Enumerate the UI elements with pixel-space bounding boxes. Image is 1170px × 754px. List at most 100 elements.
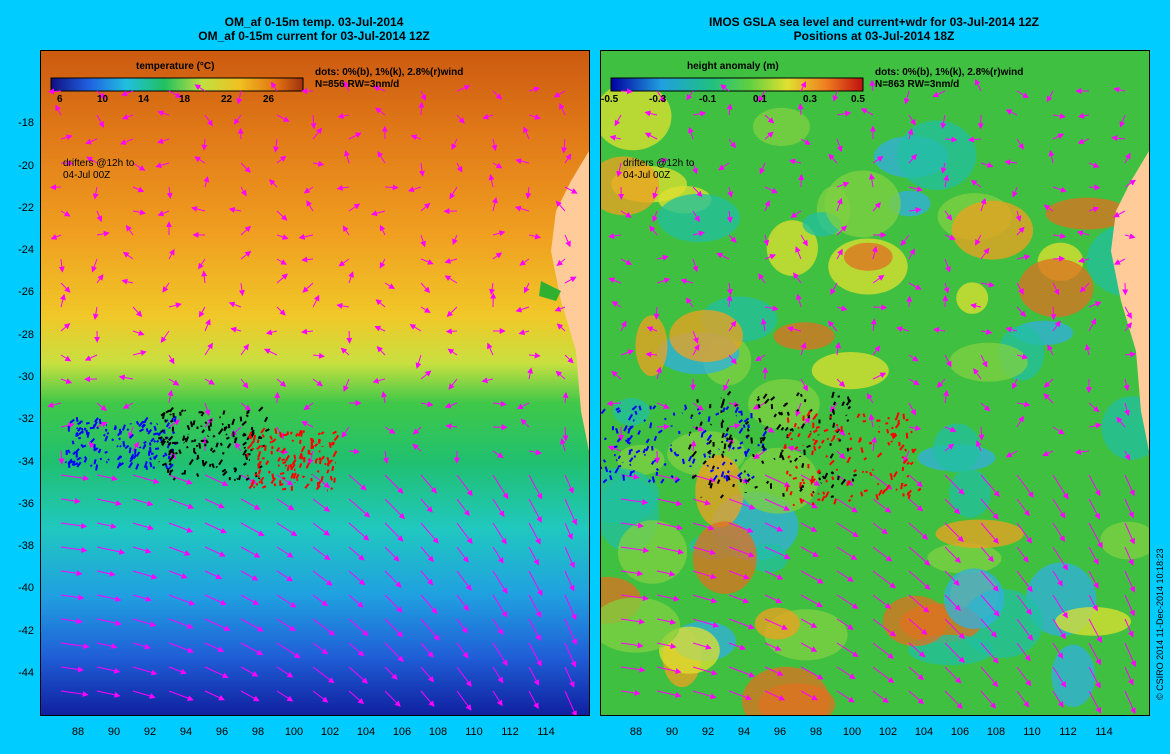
drifter-track <box>76 456 82 461</box>
current-arrow <box>132 666 158 676</box>
drifter-track <box>907 494 912 500</box>
drifter-track <box>790 437 793 441</box>
drifter-track <box>251 447 255 451</box>
current-arrow <box>96 114 105 128</box>
current-arrow <box>263 348 278 356</box>
drifter-track <box>860 491 864 497</box>
current-arrow <box>1052 255 1066 262</box>
drifter-track <box>817 445 822 450</box>
lon-label: 90 <box>107 726 121 738</box>
drifter-track <box>242 462 247 466</box>
drifter-track <box>164 464 169 470</box>
drifter-track <box>894 417 898 421</box>
drifter-track <box>761 445 766 450</box>
lat-label: -30 <box>18 371 34 383</box>
drifter-track <box>271 473 275 480</box>
sla-patch <box>601 156 660 216</box>
drifter-track <box>245 414 249 418</box>
drifter-track <box>222 410 226 415</box>
current-arrow <box>96 498 122 507</box>
drifter-track <box>899 444 905 451</box>
drifter-track <box>212 434 216 438</box>
current-arrow <box>790 210 802 218</box>
drifter-positions <box>64 406 340 492</box>
current-arrow <box>644 110 658 117</box>
current-arrow <box>96 421 108 428</box>
current-arrow <box>564 276 577 284</box>
current-arrow <box>383 450 389 464</box>
drifter-track <box>304 483 310 489</box>
current-arrow <box>449 186 458 200</box>
drifter-track <box>165 409 171 414</box>
current-arrow <box>553 90 566 98</box>
left-title-line2: OM_af 0-15m current for 03-Jul-2014 12Z <box>198 29 430 43</box>
current-arrow <box>1052 320 1061 332</box>
current-arrow <box>379 224 386 236</box>
current-arrow <box>312 127 323 140</box>
current-arrow <box>379 258 386 269</box>
current-arrow <box>240 250 252 260</box>
drifter-track <box>614 467 620 474</box>
current-arrow <box>1088 206 1100 213</box>
current-arrow <box>908 402 916 416</box>
current-arrow <box>829 402 838 413</box>
current-arrow <box>656 474 681 482</box>
current-arrow <box>872 345 881 356</box>
drifter-track <box>271 438 277 443</box>
current-arrow <box>121 278 134 285</box>
drifter-track <box>225 433 228 436</box>
drifter-track <box>910 430 913 434</box>
current-arrow <box>827 320 838 332</box>
current-arrow <box>872 570 896 589</box>
drifter-track <box>179 411 182 415</box>
current-arrow <box>162 282 170 293</box>
drifter-track <box>258 469 261 474</box>
drifter-track <box>826 437 830 441</box>
current-arrow <box>944 522 964 543</box>
drifter-track <box>784 426 789 432</box>
current-arrow <box>122 402 134 409</box>
sla-patch <box>951 200 1034 260</box>
drifter-track <box>171 431 176 435</box>
current-arrow <box>132 498 154 507</box>
current-arrow <box>276 498 295 511</box>
current-arrow <box>420 594 438 615</box>
drifter-track <box>669 447 673 453</box>
current-arrow <box>312 378 323 387</box>
current-arrow <box>690 440 697 452</box>
drifter-track <box>72 451 77 456</box>
drifter-track <box>129 453 135 460</box>
drifter-track <box>308 458 311 462</box>
drifter-track <box>181 472 184 475</box>
current-arrow <box>456 570 472 591</box>
drifter-track <box>702 460 707 465</box>
current-arrow <box>656 642 677 649</box>
current-arrow <box>492 594 508 618</box>
drifter-track <box>319 458 322 465</box>
current-arrow <box>96 274 104 284</box>
drifter-track <box>862 413 866 418</box>
current-arrow <box>763 234 770 247</box>
drifter-track <box>629 470 634 474</box>
current-arrow <box>872 522 888 535</box>
temperature-colorbar-label: temperature (°C) <box>136 61 215 72</box>
current-arrow <box>692 344 700 356</box>
current-arrow <box>1124 570 1135 593</box>
sla-patch <box>1045 197 1129 230</box>
current-arrow <box>420 234 426 248</box>
drifter-track <box>890 440 893 443</box>
drifter-track <box>209 418 213 422</box>
drifter-track <box>242 441 247 446</box>
drifter-track <box>329 475 333 481</box>
drifter-track <box>794 465 799 470</box>
current-arrow <box>944 618 965 640</box>
lat-label: -20 <box>18 160 34 172</box>
current-arrow <box>908 546 931 566</box>
current-arrow <box>1124 179 1136 188</box>
sla-patch <box>1018 258 1094 318</box>
drifter-track <box>169 449 174 454</box>
current-arrow <box>656 570 676 577</box>
current-arrow <box>492 618 504 636</box>
current-arrow <box>348 666 369 684</box>
current-arrow <box>157 210 170 217</box>
